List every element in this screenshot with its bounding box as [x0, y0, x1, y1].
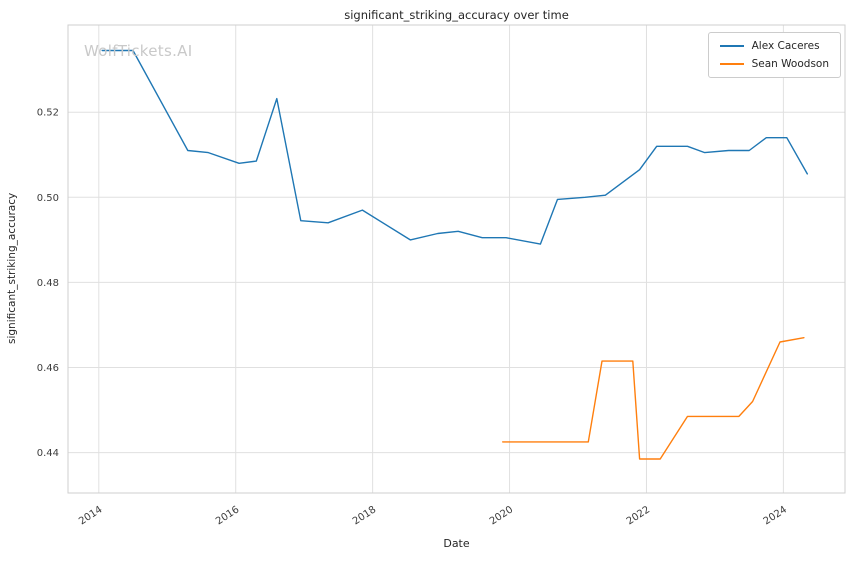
legend-item-alex-caceres: Alex Caceres: [719, 40, 829, 52]
watermark: WolfTickets.AI: [84, 42, 193, 60]
y-tick-label: 0.48: [37, 278, 59, 289]
x-tick-label: 2014: [77, 504, 104, 527]
x-axis-label: Date: [443, 537, 470, 550]
legend-label-sean-woodson: Sean Woodson: [751, 58, 829, 70]
y-tick-label: 0.44: [37, 448, 59, 459]
y-tick-label: 0.50: [37, 193, 59, 204]
y-axis-label: significant_striking_accuracy: [6, 192, 18, 344]
x-tick-label: 2024: [762, 504, 789, 527]
y-tick-label: 0.46: [37, 363, 59, 374]
y-tick-label: 0.52: [37, 108, 59, 119]
legend: Alex Caceres Sean Woodson: [707, 32, 841, 78]
legend-item-sean-woodson: Sean Woodson: [719, 58, 829, 70]
chart-title: significant_striking_accuracy over time: [344, 8, 569, 22]
series-line-sean-woodson: [502, 337, 805, 460]
x-tick-label: 2016: [214, 504, 241, 527]
series-line-alex-caceres: [101, 49, 808, 245]
x-tick-label: 2018: [351, 504, 378, 527]
legend-line-sample-alex-caceres: [719, 45, 744, 47]
legend-label-alex-caceres: Alex Caceres: [751, 40, 820, 52]
x-tick-label: 2020: [488, 504, 515, 527]
legend-line-sample-sean-woodson: [719, 63, 744, 65]
x-tick-label: 2022: [625, 504, 652, 527]
plot-border: [67, 24, 846, 494]
